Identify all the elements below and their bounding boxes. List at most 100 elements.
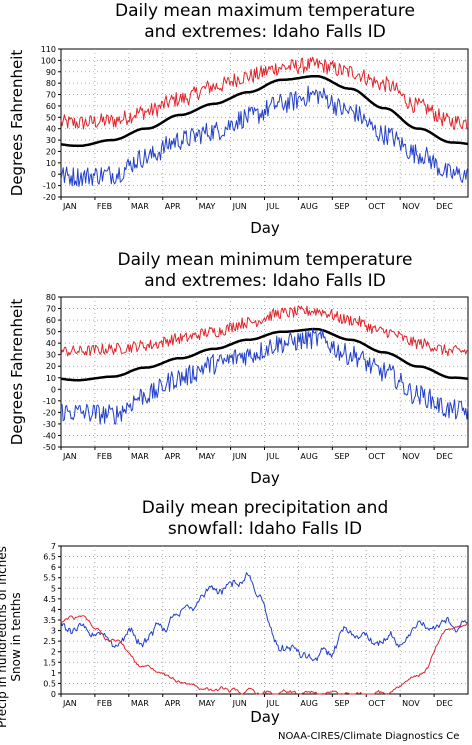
y-tick-label: 110 xyxy=(41,45,56,54)
x-tick-label-jul: JUL xyxy=(266,202,280,211)
series-line-1 xyxy=(60,305,469,357)
series-line-2 xyxy=(60,615,468,695)
x-tick-label-jun: JUN xyxy=(232,699,247,708)
x-axis-label: Day xyxy=(250,469,280,487)
y-tick-label: 90 xyxy=(46,68,56,77)
series-line-3 xyxy=(60,85,469,187)
y-axis-label-line-1: Degrees Fahrenheit xyxy=(8,299,26,446)
y-tick-label: 60 xyxy=(46,316,56,325)
y-tick-label: -30 xyxy=(43,420,56,429)
credit-text: NOAA-CIRES/Climate Diagnostics Ce xyxy=(278,731,460,742)
x-tick-label-jul: JUL xyxy=(266,452,280,461)
y-tick-label: 2.5 xyxy=(43,637,56,646)
x-tick-label-jul: JUL xyxy=(266,699,280,708)
x-tick-label-mar: MAR xyxy=(131,202,149,211)
y-tick-label: 0 xyxy=(51,170,56,179)
x-tick-label-feb: FEB xyxy=(97,452,112,461)
y-tick-label: 2 xyxy=(51,648,56,657)
x-tick-label-oct: OCT xyxy=(368,202,385,211)
y-tick-label: 7 xyxy=(51,542,56,551)
y-axis-label-line-2: Snow in tenths xyxy=(9,592,23,681)
x-tick-label-may: MAY xyxy=(199,202,216,211)
series-line-1 xyxy=(60,572,469,662)
y-tick-label: 1 xyxy=(51,669,56,678)
series-line-2 xyxy=(60,74,469,148)
x-tick-label-may: MAY xyxy=(199,452,216,461)
x-tick-label-nov: NOV xyxy=(402,699,420,708)
x-tick-label-mar: MAR xyxy=(131,699,149,708)
plot-frame xyxy=(60,545,469,695)
y-tick-label: 100 xyxy=(41,56,56,65)
y-tick-label: 80 xyxy=(46,79,56,88)
y-tick-label: 70 xyxy=(46,91,56,100)
x-tick-label-aug: AUG xyxy=(300,202,318,211)
x-axis-label: Day xyxy=(250,708,280,726)
y-tick-label: 4 xyxy=(51,605,56,614)
x-tick-label-sep: SEP xyxy=(334,202,349,211)
x-tick-label-jun: JUN xyxy=(232,202,247,211)
y-tick-label: 50 xyxy=(46,113,56,122)
y-tick-label: 80 xyxy=(46,293,56,302)
x-tick-label-oct: OCT xyxy=(368,699,385,708)
x-tick-label-oct: OCT xyxy=(368,452,385,461)
y-tick-label: 10 xyxy=(46,159,56,168)
y-tick-label: 0 xyxy=(51,385,56,394)
y-tick-label: 1.5 xyxy=(43,658,56,667)
x-tick-label-dec: DEC xyxy=(436,202,453,211)
chart-title-line-1: Daily mean minimum temperature xyxy=(118,250,413,270)
x-tick-label-jan: JAN xyxy=(62,452,77,461)
y-tick-label: 0 xyxy=(51,690,56,699)
x-tick-label-feb: FEB xyxy=(97,699,112,708)
x-tick-label-nov: NOV xyxy=(402,452,420,461)
y-tick-label: -10 xyxy=(43,397,56,406)
x-tick-label-aug: AUG xyxy=(300,699,318,708)
x-tick-label-mar: MAR xyxy=(131,452,149,461)
y-tick-label: 20 xyxy=(46,147,56,156)
y-tick-label: -20 xyxy=(43,408,56,417)
y-tick-label: 70 xyxy=(46,305,56,314)
x-tick-label-apr: APR xyxy=(165,699,181,708)
x-tick-label-jan: JAN xyxy=(62,699,77,708)
y-tick-label: 30 xyxy=(46,351,56,360)
series-line-2 xyxy=(60,327,469,382)
y-tick-label: 3 xyxy=(51,627,56,636)
y-tick-label: -40 xyxy=(43,431,56,440)
y-tick-label: 3.5 xyxy=(43,616,56,625)
y-tick-label: 40 xyxy=(46,125,56,134)
y-tick-label: 50 xyxy=(46,328,56,337)
y-tick-label: -20 xyxy=(43,193,56,202)
chart-title-line-1: Daily mean precipitation and xyxy=(142,498,389,518)
y-tick-label: 6 xyxy=(51,563,56,572)
y-tick-label: 60 xyxy=(46,102,56,111)
y-tick-label: 30 xyxy=(46,136,56,145)
chart-title-line-2: and extremes: Idaho Falls ID xyxy=(144,271,386,291)
chart-title-line-1: Daily mean maximum temperature xyxy=(115,1,415,21)
x-tick-label-nov: NOV xyxy=(402,202,420,211)
y-tick-label: -50 xyxy=(43,443,56,452)
y-tick-label: 5.5 xyxy=(43,574,56,583)
x-axis-label: Day xyxy=(250,219,280,237)
x-tick-label-aug: AUG xyxy=(300,452,318,461)
y-tick-label: 5 xyxy=(51,584,56,593)
y-tick-label: 10 xyxy=(46,374,56,383)
x-tick-label-may: MAY xyxy=(199,699,216,708)
series-line-1 xyxy=(60,56,469,130)
x-tick-label-sep: SEP xyxy=(334,452,349,461)
x-tick-label-apr: APR xyxy=(165,202,181,211)
x-tick-label-dec: DEC xyxy=(436,699,453,708)
y-tick-label: 40 xyxy=(46,339,56,348)
x-tick-label-dec: DEC xyxy=(436,452,453,461)
chart-title-line-2: and extremes: Idaho Falls ID xyxy=(144,22,386,42)
y-axis-label-line-1: Precip in hundredths of inches xyxy=(0,546,9,728)
x-tick-label-jun: JUN xyxy=(232,452,247,461)
y-tick-label: 4.5 xyxy=(43,595,56,604)
y-tick-label: 6.5 xyxy=(43,553,56,562)
x-tick-label-feb: FEB xyxy=(97,202,112,211)
y-tick-label: -10 xyxy=(43,182,56,191)
y-tick-label: 0.5 xyxy=(43,679,56,688)
series-line-3 xyxy=(60,328,469,425)
